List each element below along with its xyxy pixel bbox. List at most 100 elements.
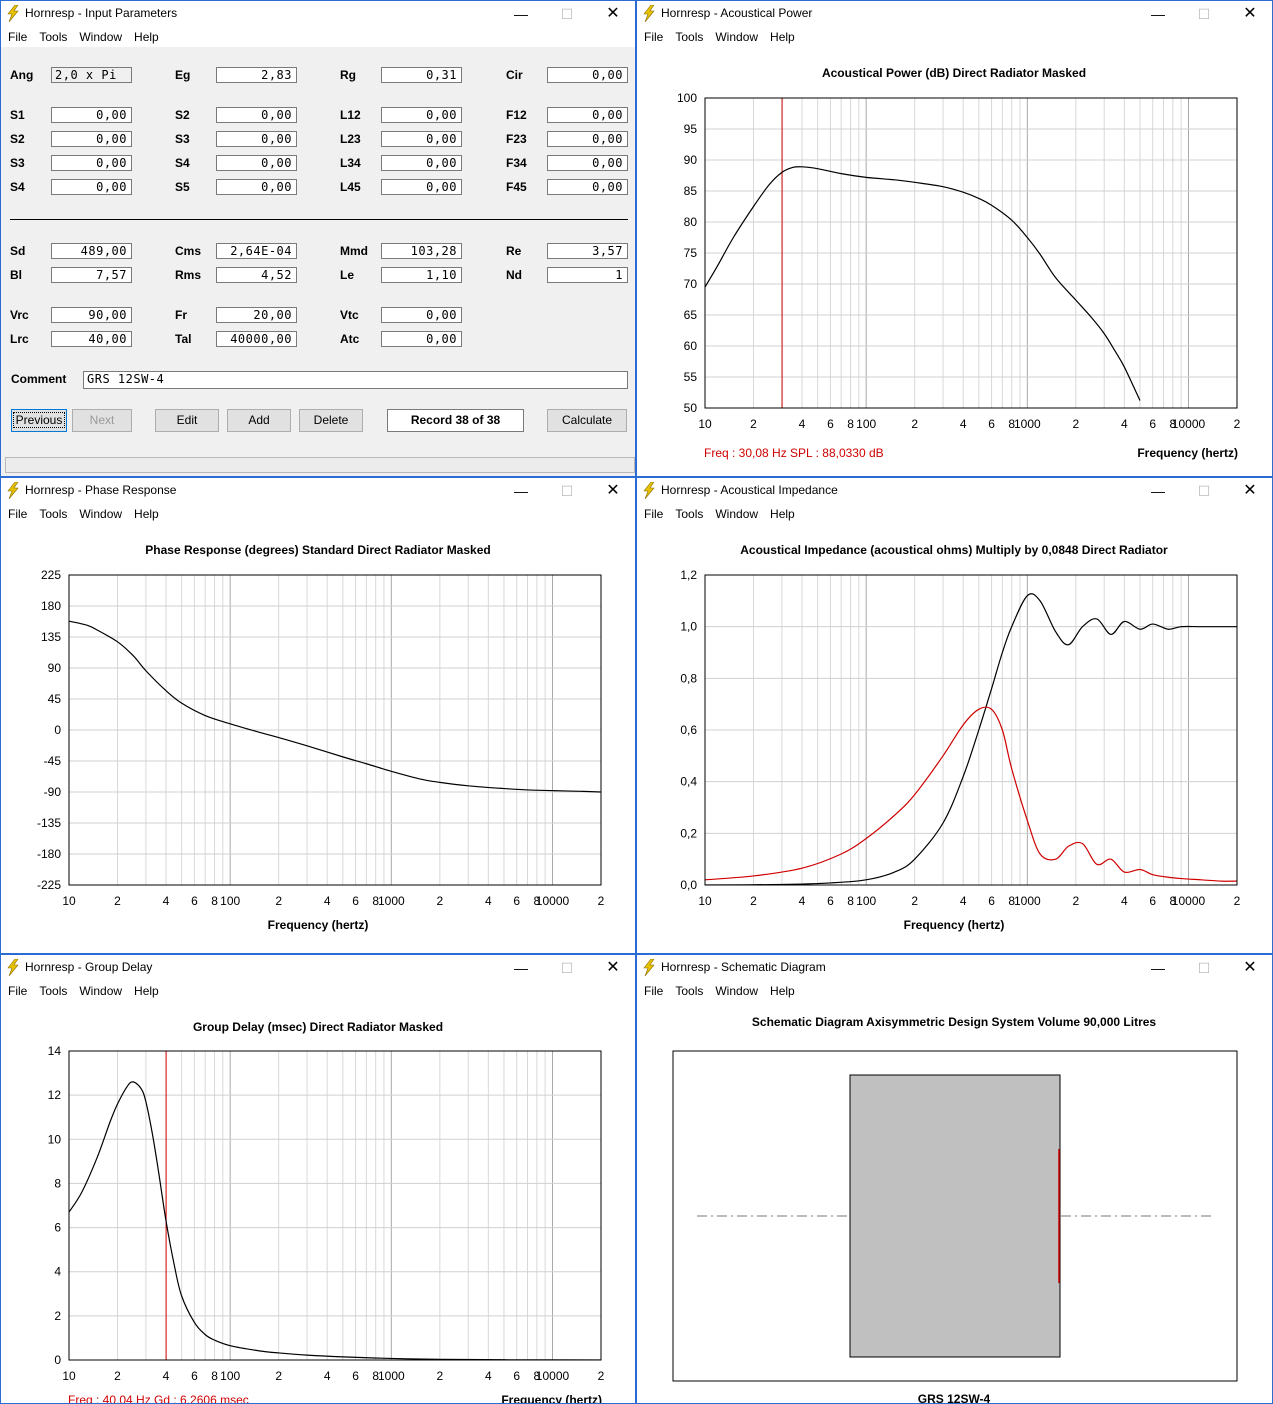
menu-help[interactable]: Help <box>134 507 159 521</box>
param-field-vtc[interactable]: 0,00 <box>381 307 462 323</box>
param-field-f34[interactable]: 0,00 <box>547 155 628 171</box>
menu-tools[interactable]: Tools <box>675 30 704 44</box>
menu-bar: File Tools Window Help <box>1 981 635 1001</box>
previous-button[interactable]: Previous <box>11 409 67 432</box>
param-field-l12[interactable]: 0,00 <box>381 107 462 123</box>
close-icon[interactable]: ✕ <box>1243 482 1257 499</box>
param-label-s5: S5 <box>175 180 190 194</box>
param-field-l23[interactable]: 0,00 <box>381 131 462 147</box>
param-field-cir[interactable]: 0,00 <box>547 67 628 83</box>
x-tick-label: 2 <box>750 417 757 431</box>
param-field-mmd[interactable]: 103,28 <box>381 243 462 259</box>
maximize-icon[interactable]: ☐ <box>560 6 574 22</box>
menu-file[interactable]: File <box>8 984 28 998</box>
menu-window[interactable]: Window <box>79 507 123 521</box>
param-field-s4[interactable]: 0,00 <box>51 179 132 195</box>
param-field-lrc[interactable]: 40,00 <box>51 331 132 347</box>
param-field-l45[interactable]: 0,00 <box>381 179 462 195</box>
schematic-diagram[interactable]: Schematic Diagram Axisymmetric Design Sy… <box>637 1001 1272 1404</box>
edit-button[interactable]: Edit <box>155 409 219 432</box>
menu-file[interactable]: File <box>8 30 28 44</box>
param-field-f45[interactable]: 0,00 <box>547 179 628 195</box>
series-line-1 <box>705 166 1141 401</box>
menu-file[interactable]: File <box>644 30 664 44</box>
menu-tools[interactable]: Tools <box>39 507 68 521</box>
param-field-tal[interactable]: 40000,00 <box>216 331 297 347</box>
menu-help[interactable]: Help <box>770 30 795 44</box>
param-field-s4[interactable]: 0,00 <box>216 155 297 171</box>
phase-response-chart[interactable]: Phase Response (degrees) Standard Direct… <box>1 524 635 953</box>
param-field-re[interactable]: 3,57 <box>547 243 628 259</box>
menu-window[interactable]: Window <box>79 30 123 44</box>
param-field-atc[interactable]: 0,00 <box>381 331 462 347</box>
param-field-bl[interactable]: 7,57 <box>51 267 132 283</box>
param-field-rg[interactable]: 0,31 <box>381 67 462 83</box>
title-bar: Hornresp - Acoustical Impedance — ☐ ✕ <box>637 478 1272 504</box>
add-button[interactable]: Add <box>227 409 291 432</box>
param-field-s1[interactable]: 0,00 <box>51 107 132 123</box>
param-field-s3[interactable]: 0,00 <box>51 155 132 171</box>
maximize-icon[interactable]: ☐ <box>1197 6 1211 22</box>
maximize-icon[interactable]: ☐ <box>560 960 574 976</box>
menu-tools[interactable]: Tools <box>39 984 68 998</box>
param-label-l12: L12 <box>340 108 361 122</box>
x-tick-label: 2 <box>911 894 918 908</box>
acoustical-power-chart[interactable]: Acoustical Power (dB) Direct Radiator Ma… <box>637 47 1272 476</box>
param-label-f23: F23 <box>506 132 527 146</box>
param-field-l34[interactable]: 0,00 <box>381 155 462 171</box>
menu-tools[interactable]: Tools <box>39 30 68 44</box>
param-field-nd[interactable]: 1 <box>547 267 628 283</box>
minimize-icon[interactable]: — <box>514 483 528 499</box>
close-icon[interactable]: ✕ <box>1243 5 1257 22</box>
param-field-ang[interactable]: 2,0 x Pi <box>51 67 132 83</box>
menu-help[interactable]: Help <box>134 30 159 44</box>
param-field-eg[interactable]: 2,83 <box>216 67 297 83</box>
acoustical-impedance-chart[interactable]: Acoustical Impedance (acoustical ohms) M… <box>637 524 1272 953</box>
menu-tools[interactable]: Tools <box>675 984 704 998</box>
y-tick-label: 0,0 <box>680 878 697 892</box>
maximize-icon[interactable]: ☐ <box>560 483 574 499</box>
close-icon[interactable]: ✕ <box>606 482 620 499</box>
maximize-icon[interactable]: ☐ <box>1197 483 1211 499</box>
minimize-icon[interactable]: — <box>514 960 528 976</box>
menu-file[interactable]: File <box>644 984 664 998</box>
minimize-icon[interactable]: — <box>1151 6 1165 22</box>
group-delay-chart[interactable]: Group Delay (msec) Direct Radiator Maske… <box>1 1001 635 1404</box>
minimize-icon[interactable]: — <box>514 6 528 22</box>
param-field-rms[interactable]: 4,52 <box>216 267 297 283</box>
menu-help[interactable]: Help <box>770 984 795 998</box>
menu-file[interactable]: File <box>8 507 28 521</box>
close-icon[interactable]: ✕ <box>606 959 620 976</box>
x-tick-label: 2 <box>114 894 121 908</box>
param-field-fr[interactable]: 20,00 <box>216 307 297 323</box>
comment-field[interactable]: GRS 12SW-4 <box>83 371 628 389</box>
close-icon[interactable]: ✕ <box>1243 959 1257 976</box>
menu-help[interactable]: Help <box>770 507 795 521</box>
param-label-s3: S3 <box>175 132 190 146</box>
param-field-sd[interactable]: 489,00 <box>51 243 132 259</box>
param-field-f12[interactable]: 0,00 <box>547 107 628 123</box>
maximize-icon[interactable]: ☐ <box>1197 960 1211 976</box>
param-field-cms[interactable]: 2,64E-04 <box>216 243 297 259</box>
menu-file[interactable]: File <box>644 507 664 521</box>
param-field-vrc[interactable]: 90,00 <box>51 307 132 323</box>
minimize-icon[interactable]: — <box>1151 483 1165 499</box>
minimize-icon[interactable]: — <box>1151 960 1165 976</box>
close-icon[interactable]: ✕ <box>606 5 620 22</box>
param-field-f23[interactable]: 0,00 <box>547 131 628 147</box>
param-field-s3[interactable]: 0,00 <box>216 131 297 147</box>
x-tick-label: 1000 <box>378 894 405 908</box>
menu-window[interactable]: Window <box>715 30 759 44</box>
next-button[interactable]: Next <box>72 409 132 432</box>
menu-tools[interactable]: Tools <box>675 507 704 521</box>
menu-window[interactable]: Window <box>715 984 759 998</box>
delete-button[interactable]: Delete <box>299 409 363 432</box>
param-field-s2[interactable]: 0,00 <box>51 131 132 147</box>
param-field-s2[interactable]: 0,00 <box>216 107 297 123</box>
menu-help[interactable]: Help <box>134 984 159 998</box>
calculate-button[interactable]: Calculate <box>547 409 627 432</box>
menu-window[interactable]: Window <box>715 507 759 521</box>
param-field-le[interactable]: 1,10 <box>381 267 462 283</box>
param-field-s5[interactable]: 0,00 <box>216 179 297 195</box>
menu-window[interactable]: Window <box>79 984 123 998</box>
